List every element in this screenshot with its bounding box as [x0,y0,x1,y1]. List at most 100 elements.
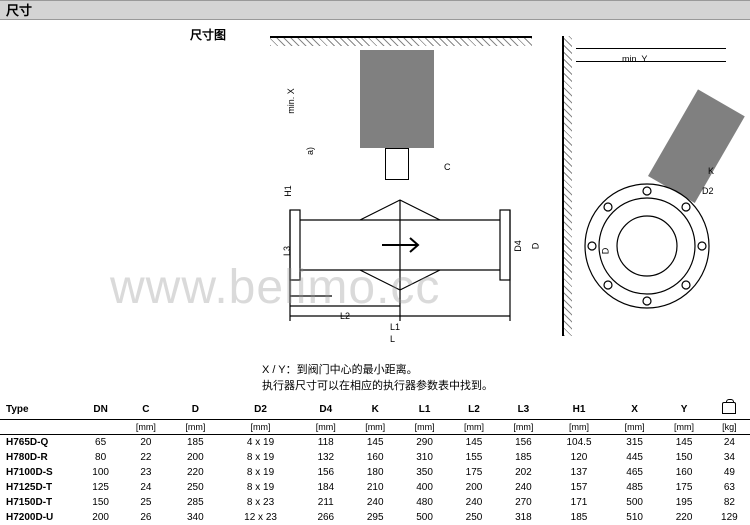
cell-l2: 145 [449,435,498,451]
table-row: H765D-Q65201854 x 19118145290145156104.5… [0,435,750,451]
cell-l2: 155 [449,450,498,465]
cell-l3: 270 [499,495,548,510]
section-header: 尺寸 [0,0,750,20]
dim-c: C [444,162,451,172]
cell-l1: 500 [400,510,449,525]
dim-d2: D2 [702,186,714,196]
unit-type [0,420,80,435]
cell-y: 195 [659,495,708,510]
cell-l1: 400 [400,480,449,495]
cell-h1: 157 [548,480,610,495]
cell-kg: 82 [709,495,750,510]
cell-type: H7100D-S [0,465,80,480]
cell-x: 485 [610,480,659,495]
cell-x: 315 [610,435,659,451]
cell-dn: 150 [80,495,121,510]
cell-dn: 80 [80,450,121,465]
cell-l2: 240 [449,495,498,510]
unit-l1: [mm] [400,420,449,435]
cell-y: 175 [659,480,708,495]
cell-l3: 185 [499,450,548,465]
cell-kg: 49 [709,465,750,480]
cell-dn: 125 [80,480,121,495]
cell-k: 210 [350,480,399,495]
cell-dn: 200 [80,510,121,525]
cell-d2: 8 x 19 [220,465,301,480]
dim-d-front: D [600,248,610,255]
cell-c: 22 [121,450,170,465]
dim-h1: H1 [283,185,293,197]
col-k: K [350,400,399,420]
cell-l1: 290 [400,435,449,451]
cell-y: 150 [659,450,708,465]
unit-y: [mm] [659,420,708,435]
cell-type: H7150D-T [0,495,80,510]
col-l3: L3 [499,400,548,420]
table-row: H7200D-U2002634012 x 2326629550025031818… [0,510,750,525]
cell-l2: 250 [449,510,498,525]
dimension-table: TypeDNCDD2D4KL1L2L3H1XY [mm][mm][mm][mm]… [0,400,750,525]
weight-icon [722,402,736,414]
cell-y: 160 [659,465,708,480]
unit-l3: [mm] [499,420,548,435]
cell-d4: 156 [301,465,350,480]
dimension-drawing-label: 尺寸图 [190,26,226,43]
cell-d4: 184 [301,480,350,495]
cell-y: 145 [659,435,708,451]
dim-d: D [530,243,540,250]
cell-d2: 8 x 19 [220,450,301,465]
dim-k: K [708,166,714,176]
cell-x: 500 [610,495,659,510]
cell-x: 510 [610,510,659,525]
cell-k: 240 [350,495,399,510]
dim-d4: D4 [513,240,523,252]
col-d4: D4 [301,400,350,420]
cell-d2: 4 x 19 [220,435,301,451]
col-type: Type [0,400,80,420]
cell-kg: 63 [709,480,750,495]
cell-c: 23 [121,465,170,480]
cell-d4: 132 [301,450,350,465]
cell-h1: 185 [548,510,610,525]
cell-kg: 24 [709,435,750,451]
cell-l2: 175 [449,465,498,480]
unit-k: [mm] [350,420,399,435]
cell-h1: 171 [548,495,610,510]
cell-dn: 100 [80,465,121,480]
dim-l1: L1 [390,322,400,332]
col-y: Y [659,400,708,420]
cell-l3: 240 [499,480,548,495]
table-row: H780D-R80222008 x 1913216031015518512044… [0,450,750,465]
dim-l: L [390,334,395,344]
cell-d4: 266 [301,510,350,525]
dimension-note: X / Y：到阀门中心的最小距离。 执行器尺寸可以在相应的执行器参数表中找到。 [262,362,493,394]
cell-k: 160 [350,450,399,465]
cell-type: H780D-R [0,450,80,465]
cell-d2: 8 x 23 [220,495,301,510]
dim-l2: L2 [340,311,350,321]
unit-l2: [mm] [449,420,498,435]
col-kg [709,400,750,420]
col-d2: D2 [220,400,301,420]
cell-d: 185 [171,435,220,451]
col-l1: L1 [400,400,449,420]
unit-kg: [kg] [709,420,750,435]
col-c: C [121,400,170,420]
cell-c: 20 [121,435,170,451]
cell-y: 220 [659,510,708,525]
cell-h1: 104.5 [548,435,610,451]
cell-l1: 350 [400,465,449,480]
cell-c: 24 [121,480,170,495]
unit-d4: [mm] [301,420,350,435]
cell-kg: 34 [709,450,750,465]
cell-l1: 310 [400,450,449,465]
cell-h1: 137 [548,465,610,480]
cell-d: 340 [171,510,220,525]
dim-a: a) [305,147,315,155]
cell-d4: 211 [301,495,350,510]
cell-type: H765D-Q [0,435,80,451]
cell-h1: 120 [548,450,610,465]
cell-type: H7125D-T [0,480,80,495]
cell-kg: 129 [709,510,750,525]
cell-k: 295 [350,510,399,525]
